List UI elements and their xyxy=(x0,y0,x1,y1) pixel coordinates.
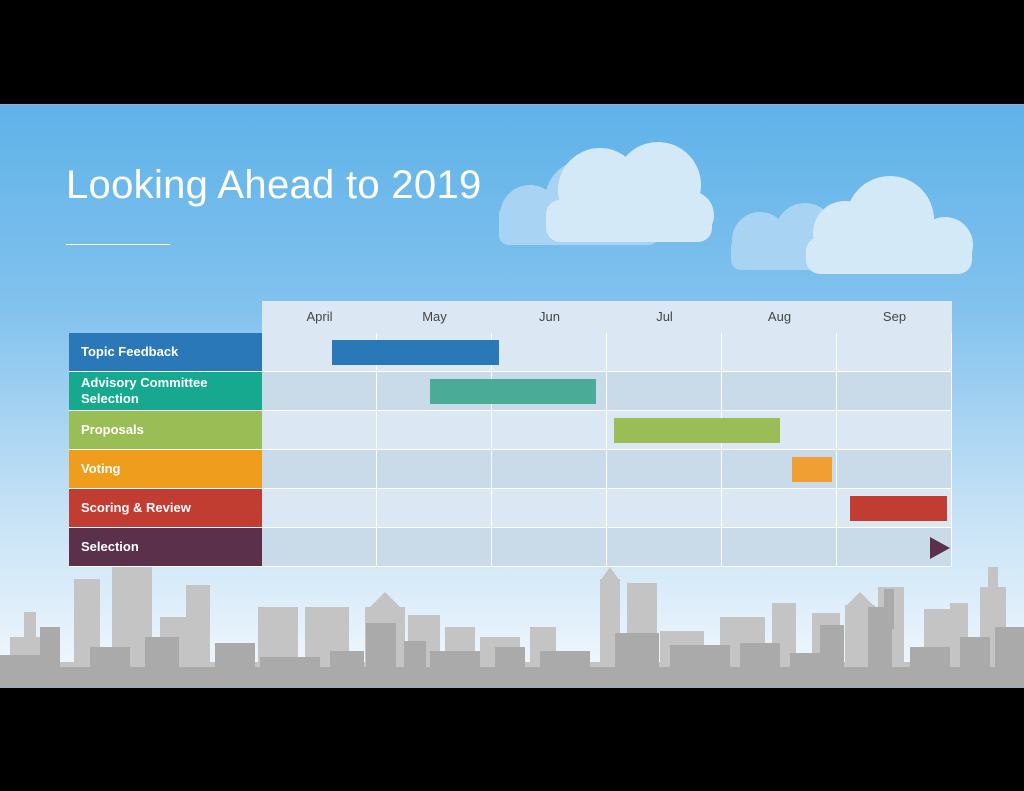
grid-cell xyxy=(492,450,607,489)
task-label: Proposals xyxy=(69,411,262,450)
task-label: Advisory Committee Selection xyxy=(69,372,262,411)
grid-cell xyxy=(492,333,607,372)
task-label: Topic Feedback xyxy=(69,333,262,372)
grid-cell xyxy=(492,528,607,567)
grid-cell xyxy=(722,333,837,372)
grid-cell xyxy=(837,333,952,372)
month-label: Jun xyxy=(539,309,560,324)
grid-cell xyxy=(722,372,837,411)
milestone-marker xyxy=(930,536,950,559)
slide-title: Looking Ahead to 2019 xyxy=(66,163,482,207)
grid-cell xyxy=(262,489,377,528)
grid-cell xyxy=(607,372,722,411)
month-label: May xyxy=(422,309,447,324)
month-header-row xyxy=(262,301,952,333)
task-bar xyxy=(429,379,597,404)
grid-cell xyxy=(377,450,492,489)
grid-cell xyxy=(262,528,377,567)
task-label: Voting xyxy=(69,450,262,489)
grid-cell xyxy=(492,411,607,450)
month-label: Sep xyxy=(882,309,907,324)
month-label: April xyxy=(306,309,333,324)
grid-cell xyxy=(607,450,722,489)
grid-cell xyxy=(377,528,492,567)
task-label: Scoring & Review xyxy=(69,489,262,528)
grid-cell xyxy=(492,489,607,528)
title-underline xyxy=(66,244,170,245)
city-skyline-decoration xyxy=(0,567,1024,687)
grid-cell xyxy=(837,411,952,450)
month-label: Jul xyxy=(656,309,673,324)
grid-cell xyxy=(837,450,952,489)
task-bar xyxy=(849,496,947,521)
grid-cell xyxy=(607,528,722,567)
grid-cell xyxy=(722,489,837,528)
task-bar xyxy=(613,418,781,443)
task-bar xyxy=(332,340,499,365)
slide: Looking Ahead to 2019 April May Jun Jul Aug S… xyxy=(0,104,1024,688)
task-label: Selection xyxy=(69,528,262,567)
grid-cell xyxy=(262,450,377,489)
grid-cell xyxy=(262,372,377,411)
grid-cell xyxy=(377,489,492,528)
grid-cell xyxy=(722,528,837,567)
task-bar xyxy=(792,457,832,482)
grid-cell xyxy=(262,411,377,450)
grid-cell xyxy=(377,411,492,450)
grid-cell xyxy=(607,489,722,528)
month-label: Aug xyxy=(767,309,792,324)
clouds-decoration xyxy=(499,142,973,274)
grid-cell xyxy=(607,333,722,372)
gantt-chart: April May Jun Jul Aug Sep Topic Feedback Adviso… xyxy=(69,301,952,567)
grid-cell xyxy=(837,372,952,411)
